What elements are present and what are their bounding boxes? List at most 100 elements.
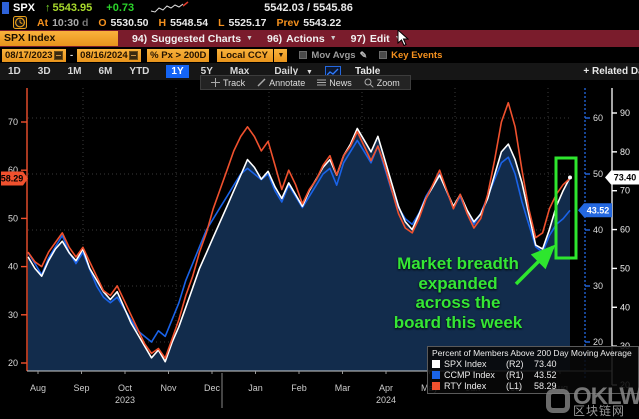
menu-number: 94) xyxy=(132,32,148,45)
magnifier-icon xyxy=(364,78,374,88)
svg-text:20: 20 xyxy=(8,358,18,368)
legend-value: 73.40 xyxy=(534,359,557,369)
range-bar: 1D 3D 1M 6M YTD 1Y 5Y Max Daily ▼ Table … xyxy=(0,63,639,80)
bid-ask: 5542.03 / 5545.86 xyxy=(264,1,353,14)
svg-text:Apr: Apr xyxy=(379,383,393,393)
svg-text:Mar: Mar xyxy=(335,383,351,393)
frequency-select[interactable]: Daily ▼ xyxy=(274,66,313,77)
calendar-icon[interactable] xyxy=(54,50,63,60)
mouse-cursor xyxy=(397,29,409,47)
news-label: News xyxy=(329,77,352,88)
price-change: +0.73 xyxy=(106,1,135,14)
svg-text:50: 50 xyxy=(8,213,18,223)
key-events-label: Key Events xyxy=(391,49,443,61)
study-button[interactable]: % Px > 200D xyxy=(147,48,210,62)
range-1y-selected[interactable]: 1Y xyxy=(166,65,189,78)
legend-value: 43.52 xyxy=(534,370,557,380)
annotation-line: Market breadth xyxy=(397,254,519,273)
svg-text:80: 80 xyxy=(620,147,630,157)
open-label: O xyxy=(98,16,107,29)
legend-axis-ref: (R2) xyxy=(506,359,524,369)
svg-text:40: 40 xyxy=(620,302,630,312)
svg-text:Nov: Nov xyxy=(160,383,177,393)
key-events-checkbox[interactable] xyxy=(379,51,388,59)
svg-text:73.40: 73.40 xyxy=(614,173,637,183)
watermark-chinese: 区块链网 xyxy=(573,404,626,418)
chevron-down-icon: ▼ xyxy=(246,35,253,42)
range-3d[interactable]: 3D xyxy=(37,66,51,77)
menu-bar: SPX Index 94) Suggested Charts ▼ 96) Act… xyxy=(0,30,639,47)
legend-entry: CCMP Index (R1) 43.52 xyxy=(432,370,634,380)
menu-actions[interactable]: 96) Actions ▼ xyxy=(267,33,337,45)
annotation-line: expanded xyxy=(418,273,498,293)
currency-dropdown-icon[interactable]: ▼ xyxy=(274,48,288,62)
chart-settings-bar: 08/17/2023 - 08/16/2024 % Px > 200D Loca… xyxy=(0,47,639,63)
security-color-chip xyxy=(2,1,9,14)
svg-text:Sep: Sep xyxy=(73,383,89,393)
session-flag: d xyxy=(81,16,89,29)
sparkline-icon xyxy=(151,1,189,13)
pencil-icon[interactable]: ✎ xyxy=(359,49,368,60)
menu-edit[interactable]: 97) Edit ▼ xyxy=(351,33,402,45)
clock-icon xyxy=(13,16,27,29)
mov-avgs-checkbox[interactable] xyxy=(299,51,308,59)
calendar-icon[interactable] xyxy=(129,50,139,60)
range-1d[interactable]: 1D xyxy=(8,66,21,77)
svg-text:2023: 2023 xyxy=(115,395,135,405)
chevron-down-icon: ▼ xyxy=(329,35,337,42)
svg-text:60: 60 xyxy=(620,225,630,235)
table-button[interactable]: Table xyxy=(354,66,381,77)
legend-axis-ref: (R1) xyxy=(506,370,524,380)
news-icon xyxy=(317,79,327,86)
legend-series-name: RTY Index xyxy=(444,381,487,391)
zoom-button[interactable]: Zoom xyxy=(364,78,400,88)
watermark-brand: OKLW xyxy=(573,383,639,410)
last-price: 5543.95 xyxy=(52,1,93,14)
date-to-value: 08/16/2024 xyxy=(80,49,128,61)
svg-text:30: 30 xyxy=(8,310,18,320)
ticker-symbol: SPX xyxy=(13,1,36,14)
svg-text:Dec: Dec xyxy=(204,383,221,393)
watermark-logo-icon xyxy=(546,389,570,413)
svg-text:70: 70 xyxy=(8,117,18,127)
date-to-field[interactable]: 08/16/2024 xyxy=(77,48,142,62)
legend-title: Percent of Members Above 200 Day Moving … xyxy=(432,348,632,358)
price-header-row: SPX ↑ 5543.95 +0.73 5542.03 / 5545.86 xyxy=(0,0,639,15)
range-max[interactable]: Max xyxy=(229,66,250,77)
annotation-line: board this week xyxy=(393,312,523,332)
news-button[interactable]: News xyxy=(317,78,352,88)
prev-value: 5543.22 xyxy=(303,16,342,29)
legend-series-name: SPX Index xyxy=(444,359,487,369)
track-button[interactable]: Track xyxy=(211,78,245,88)
menu-label: Suggested Charts xyxy=(151,32,242,45)
svg-text:43.52: 43.52 xyxy=(587,205,610,215)
date-range-dash: - xyxy=(70,49,74,61)
legend-entry: SPX Index (R2) 73.40 xyxy=(432,359,634,369)
security-field[interactable]: SPX Index xyxy=(0,31,118,46)
svg-text:Aug: Aug xyxy=(30,383,46,393)
range-ytd[interactable]: YTD xyxy=(129,66,150,77)
currency-select[interactable]: Local CCY xyxy=(217,48,274,62)
date-from-field[interactable]: 08/17/2023 xyxy=(2,48,66,62)
svg-text:Feb: Feb xyxy=(291,383,307,393)
at-label: At xyxy=(37,16,49,29)
legend-series-name: CCMP Index xyxy=(444,370,495,380)
related-data-button[interactable]: + Related Dat xyxy=(583,66,639,77)
svg-text:Oct: Oct xyxy=(118,383,133,393)
svg-text:60: 60 xyxy=(8,165,18,175)
open-value: 5530.50 xyxy=(110,16,149,29)
date-from-value: 08/17/2023 xyxy=(5,49,53,61)
ohlc-row: At 10:30 d O 5530.50 H 5548.54 L 5525.17… xyxy=(0,15,639,30)
range-6m[interactable]: 6M xyxy=(98,66,113,77)
menu-suggested-charts[interactable]: 94) Suggested Charts ▼ xyxy=(132,33,253,45)
svg-text:50: 50 xyxy=(620,263,630,273)
svg-text:2024: 2024 xyxy=(376,395,396,405)
svg-text:30: 30 xyxy=(593,281,603,291)
zoom-label: Zoom xyxy=(376,77,400,88)
range-1m[interactable]: 1M xyxy=(67,66,82,77)
annotate-button[interactable]: Annotate xyxy=(257,78,305,88)
menu-label: Edit xyxy=(369,32,390,45)
range-5y[interactable]: 5Y xyxy=(200,66,213,77)
low-value: 5525.17 xyxy=(228,16,267,29)
